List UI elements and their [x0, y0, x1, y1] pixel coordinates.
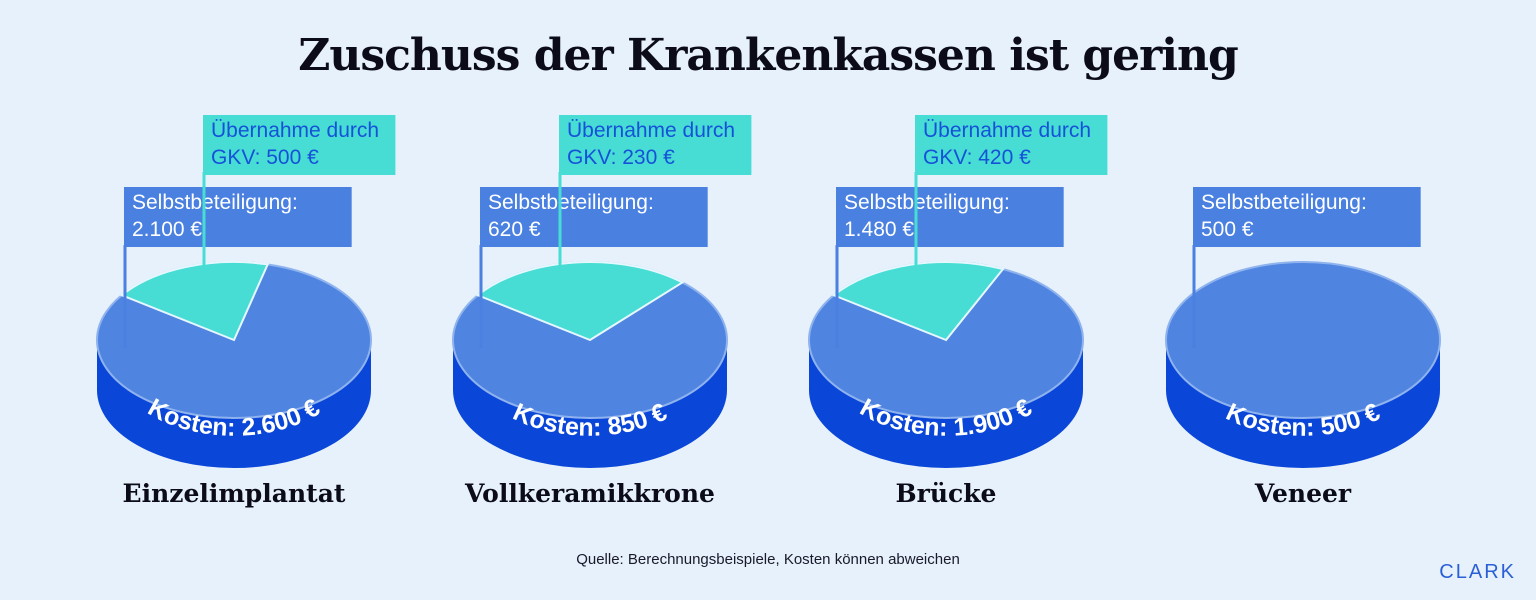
self-label-3-box [1193, 187, 1421, 247]
gkv-label-2-line-2: GKV: 420 € [923, 146, 1031, 169]
gkv-slice-0 [119, 261, 270, 342]
gkv-slice-1 [475, 261, 685, 342]
self-label-2-line-1: Selbstbeteiligung: [844, 191, 1010, 214]
pie-side-0 [97, 340, 371, 468]
gkv-label-1-line-1: Übernahme durch [567, 119, 735, 142]
category-label-1: Vollkeramikkrone [464, 479, 715, 508]
gkv-label-2-line-1: Übernahme durch [923, 119, 1091, 142]
self-slice-3 [1165, 261, 1441, 419]
gkv-label-0-line-2: GKV: 500 € [211, 146, 319, 169]
gkv-slice-2 [831, 261, 1005, 342]
gkv-label-0-box [203, 115, 396, 175]
self-label-0-line-2: 2.100 € [132, 218, 202, 241]
self-label-1-line-1: Selbstbeteiligung: [488, 191, 654, 214]
gkv-label-0-line-1: Übernahme durch [211, 119, 379, 142]
chart-title: Zuschuss der Krankenkassen ist gering [298, 30, 1239, 81]
self-label-3-line-1: Selbstbeteiligung: [1201, 191, 1367, 214]
category-label-2: Brücke [896, 479, 997, 508]
category-label-3: Veneer [1254, 479, 1352, 508]
gkv-label-2-box [915, 115, 1108, 175]
self-label-2-box [836, 187, 1064, 247]
self-label-3-line-2: 500 € [1201, 218, 1254, 241]
brand-logo: CLARK [1439, 561, 1516, 583]
pie-side-3 [1166, 340, 1440, 468]
self-label-2-line-2: 1.480 € [844, 218, 914, 241]
category-label-0: Einzelimplantat [123, 479, 346, 508]
self-label-0-line-1: Selbstbeteiligung: [132, 191, 298, 214]
pie-side-2 [809, 340, 1083, 468]
gkv-label-1-line-2: GKV: 230 € [567, 146, 675, 169]
self-label-1-box [480, 187, 708, 247]
self-label-0-box [124, 187, 352, 247]
self-label-1-line-2: 620 € [488, 218, 541, 241]
source-note: Quelle: Berechnungsbeispiele, Kosten kön… [576, 551, 960, 568]
pie-side-1 [453, 340, 727, 468]
gkv-label-1-box [559, 115, 752, 175]
